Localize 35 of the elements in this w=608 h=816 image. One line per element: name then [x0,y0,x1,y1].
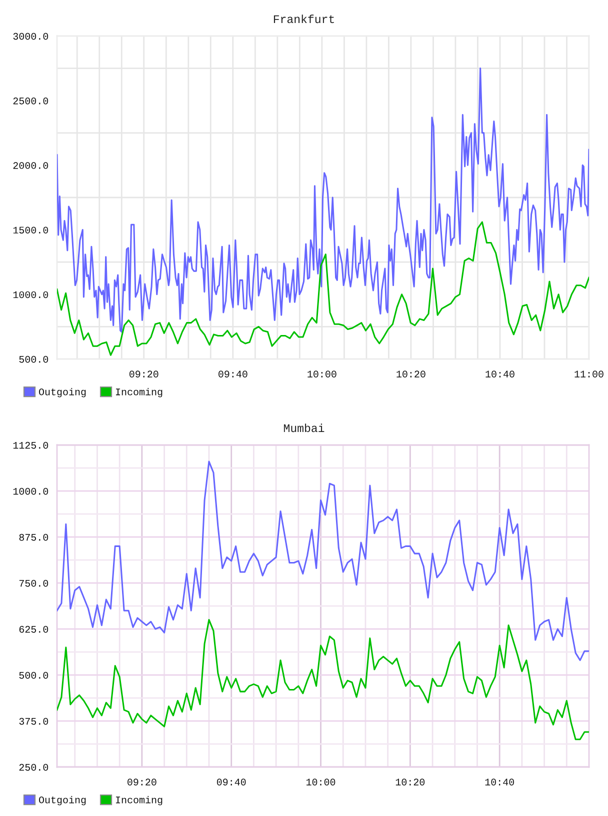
y-tick-label: 2000.0 [13,162,48,169]
legend-label: Incoming [116,388,162,398]
y-tick-label: 500.0 [19,672,48,679]
legend-label: Incoming [116,796,162,806]
y-tick-label: 1000.0 [13,291,48,298]
y-tick-label: 375.0 [19,718,48,725]
line-series [57,460,589,662]
y-tick-label: 1125.0 [13,442,48,449]
x-tick-label: 10:20 [396,778,425,786]
x-tick-label: 10:00 [306,778,336,786]
y-tick-label: 2500.0 [13,98,48,104]
chart-title: Mumbai [284,424,324,432]
legend-label: Outgoing [39,388,86,398]
y-tick-label: 750.0 [19,580,48,587]
x-tick-label: 10:00 [308,370,336,378]
x-tick-label: 11:00 [574,370,604,378]
line-series [57,221,589,356]
x-tick-label: 09:40 [216,778,246,786]
x-tick-label: 10:40 [485,778,514,786]
line-series [57,68,589,333]
y-tick-label: 1000.0 [13,488,48,495]
chart-title: Frankfurt [274,14,334,24]
y-tick-label: 500.0 [19,356,48,363]
y-tick-label: 1500.0 [13,226,48,234]
legend-label: Outgoing [39,796,86,806]
x-tick-label: 10:40 [486,370,514,378]
y-tick-label: 875.0 [19,534,48,541]
x-tick-label: 09:40 [218,370,248,378]
x-tick-label: 10:20 [396,370,426,378]
y-tick-label: 625.0 [19,626,48,633]
y-tick-label: 250.0 [19,764,48,771]
y-tick-label: 3000.0 [13,32,48,40]
x-tick-label: 09:20 [128,778,156,786]
x-tick-label: 09:20 [129,370,158,378]
line-series [57,619,589,740]
